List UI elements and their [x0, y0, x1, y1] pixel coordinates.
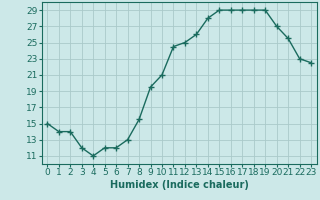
X-axis label: Humidex (Indice chaleur): Humidex (Indice chaleur): [110, 180, 249, 190]
